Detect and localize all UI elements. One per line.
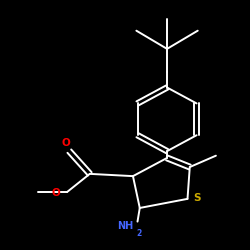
Text: O: O bbox=[62, 138, 70, 148]
Text: O: O bbox=[52, 188, 60, 198]
Text: NH: NH bbox=[117, 221, 133, 231]
Text: 2: 2 bbox=[136, 229, 141, 238]
Text: S: S bbox=[193, 193, 201, 203]
